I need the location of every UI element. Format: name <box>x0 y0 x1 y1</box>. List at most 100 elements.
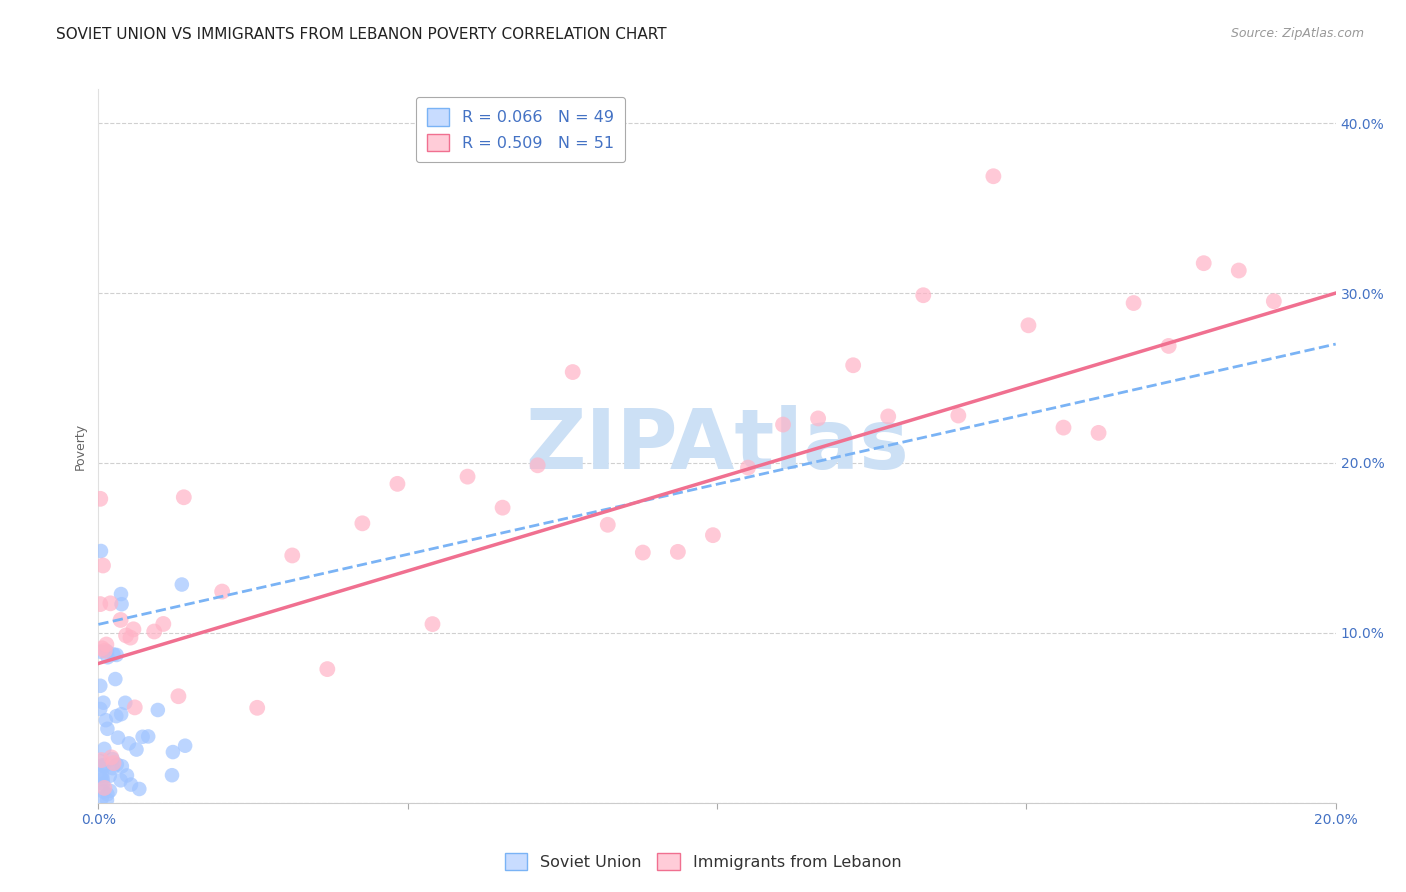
Point <box>94 644 117 658</box>
Point <box>93 784 115 798</box>
Point <box>162 745 184 759</box>
Point <box>98 769 121 783</box>
Point <box>666 545 689 559</box>
Point <box>128 782 150 797</box>
Point <box>1122 296 1144 310</box>
Point <box>96 638 118 652</box>
Point <box>94 713 117 727</box>
Point <box>90 544 112 558</box>
Point <box>110 613 132 627</box>
Point <box>111 759 134 773</box>
Point <box>596 517 619 532</box>
Point <box>1192 256 1215 270</box>
Point <box>115 768 138 782</box>
Point <box>101 752 124 766</box>
Point <box>96 787 118 801</box>
Point <box>1227 263 1250 277</box>
Point <box>89 597 111 611</box>
Point <box>1263 294 1285 309</box>
Point <box>90 753 112 767</box>
Point <box>912 288 935 302</box>
Point <box>1157 339 1180 353</box>
Point <box>89 679 111 693</box>
Point <box>101 761 124 775</box>
Point <box>96 722 118 736</box>
Point <box>110 597 132 611</box>
Point <box>91 768 114 782</box>
Point <box>114 696 136 710</box>
Point <box>110 773 132 788</box>
Point <box>170 577 193 591</box>
Point <box>105 709 128 723</box>
Point <box>842 358 865 372</box>
Point <box>146 703 169 717</box>
Point <box>93 742 115 756</box>
Point <box>1017 318 1039 333</box>
Point <box>136 730 159 744</box>
Point <box>422 617 444 632</box>
Point <box>152 617 174 632</box>
Point <box>122 623 145 637</box>
Point <box>131 730 153 744</box>
Point <box>100 596 122 610</box>
Point <box>281 549 304 563</box>
Point <box>91 558 114 573</box>
Point <box>105 648 128 662</box>
Point <box>173 490 195 504</box>
Point <box>167 690 190 704</box>
Point <box>1087 425 1109 440</box>
Point <box>91 641 114 656</box>
Point <box>118 736 141 750</box>
Point <box>772 417 794 432</box>
Point <box>702 528 724 542</box>
Point <box>89 702 111 716</box>
Point <box>89 769 111 783</box>
Point <box>107 731 129 745</box>
Point <box>526 458 548 473</box>
Point <box>491 500 513 515</box>
Point <box>91 772 114 787</box>
Point <box>93 759 115 773</box>
Point <box>110 707 132 722</box>
Point <box>631 545 654 559</box>
Point <box>211 584 233 599</box>
Point <box>100 750 122 764</box>
Point <box>160 768 183 782</box>
Point <box>103 648 125 662</box>
Legend: Soviet Union, Immigrants from Lebanon: Soviet Union, Immigrants from Lebanon <box>495 843 911 880</box>
Point <box>104 672 127 686</box>
Point <box>120 631 142 645</box>
Point <box>983 169 1005 184</box>
Text: ZIPAtlas: ZIPAtlas <box>524 406 910 486</box>
Point <box>125 742 148 756</box>
Point <box>115 628 138 642</box>
Point <box>90 791 112 805</box>
Text: Source: ZipAtlas.com: Source: ZipAtlas.com <box>1230 27 1364 40</box>
Text: SOVIET UNION VS IMMIGRANTS FROM LEBANON POVERTY CORRELATION CHART: SOVIET UNION VS IMMIGRANTS FROM LEBANON … <box>56 27 666 42</box>
Point <box>143 624 166 639</box>
Point <box>737 460 759 475</box>
Point <box>387 476 409 491</box>
Point <box>89 491 111 506</box>
Point <box>89 754 111 768</box>
Point <box>96 793 118 807</box>
Point <box>120 778 142 792</box>
Point <box>246 701 269 715</box>
Point <box>89 645 111 659</box>
Point <box>561 365 583 379</box>
Point <box>316 662 339 676</box>
Point <box>93 696 115 710</box>
Point <box>124 700 146 714</box>
Point <box>98 784 121 798</box>
Point <box>352 516 374 531</box>
Point <box>91 758 114 772</box>
Point <box>877 409 900 424</box>
Point <box>105 757 128 772</box>
Point <box>96 644 118 658</box>
Point <box>103 756 125 770</box>
Legend: R = 0.066   N = 49, R = 0.509   N = 51: R = 0.066 N = 49, R = 0.509 N = 51 <box>416 97 626 162</box>
Point <box>91 777 114 791</box>
Point <box>457 469 479 483</box>
Point <box>1052 420 1074 434</box>
Point <box>807 411 830 425</box>
